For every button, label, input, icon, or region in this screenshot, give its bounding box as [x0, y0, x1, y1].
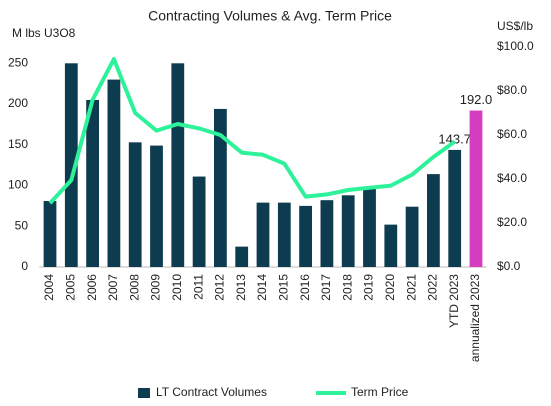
y-tick-label: 250	[8, 55, 28, 69]
legend-label: LT Contract Volumes	[156, 385, 267, 399]
x-tick-label: 2007	[106, 274, 120, 301]
x-tick-label: annualized 2023	[468, 274, 482, 362]
x-tick-label: 2019	[362, 274, 376, 301]
y2-tick-label: $40.0	[497, 171, 527, 185]
bar	[448, 149, 462, 267]
x-tick-label: YTD 2023	[447, 274, 461, 328]
bar	[320, 200, 334, 267]
y-tick-label: 200	[8, 96, 28, 110]
y-tick-label: 0	[21, 259, 28, 273]
x-tick-label: 2015	[276, 274, 290, 301]
x-tick-label: 2014	[255, 274, 269, 301]
legend-swatch	[138, 388, 150, 398]
x-tick-label: 2008	[127, 274, 141, 301]
bar	[214, 108, 227, 267]
bar	[171, 63, 185, 267]
y2-tick-label: $80.0	[497, 83, 527, 97]
x-tick-label: 2011	[191, 274, 205, 300]
x-tick-label: 2017	[319, 274, 333, 301]
bar	[107, 79, 121, 267]
bar	[86, 99, 99, 268]
y-tick-label: 100	[8, 178, 28, 192]
y2-tick-label: $60.0	[497, 127, 527, 141]
bar	[64, 63, 78, 267]
x-tick-label: 2021	[404, 274, 418, 301]
bar	[128, 142, 142, 267]
x-tick-label: 2004	[42, 274, 56, 301]
y-tick-label: 150	[8, 137, 28, 151]
bar	[384, 224, 398, 267]
y2-tick-label: $0.0	[497, 259, 521, 273]
x-tick-label: 2006	[85, 274, 99, 301]
bar	[256, 202, 270, 267]
x-tick-label: 2010	[170, 274, 184, 301]
y2-tick-label: $100.0	[497, 39, 534, 53]
x-tick-label: 2009	[149, 274, 163, 301]
x-tick-label: 2020	[383, 274, 397, 301]
bar	[341, 195, 355, 267]
y-axis-label: M lbs U3O8	[12, 26, 76, 40]
data-label: 143.7	[438, 131, 471, 146]
x-tick-label: 2005	[63, 274, 77, 301]
y2-tick-label: $20.0	[497, 215, 527, 229]
bar	[469, 110, 483, 267]
legend-label: Term Price	[351, 385, 409, 399]
x-tick-label: 2012	[213, 274, 227, 301]
data-label: 192.0	[460, 92, 493, 107]
bar	[43, 201, 57, 267]
x-tick-label: 2013	[234, 274, 248, 301]
bar	[235, 246, 249, 267]
x-tick-label: 2016	[298, 274, 312, 301]
bar	[277, 202, 291, 267]
bar	[299, 205, 312, 267]
bar	[192, 176, 206, 267]
y-tick-label: 50	[15, 218, 29, 232]
line	[48, 57, 456, 205]
x-tick-label: 2022	[426, 274, 440, 301]
bar	[363, 187, 376, 267]
bar	[405, 206, 419, 267]
bar	[150, 145, 163, 267]
bar	[427, 174, 440, 267]
chart-title: Contracting Volumes & Avg. Term Price	[148, 8, 392, 24]
x-tick-label: 2018	[340, 274, 354, 301]
y2-axis-label: US$/lb	[497, 19, 533, 33]
